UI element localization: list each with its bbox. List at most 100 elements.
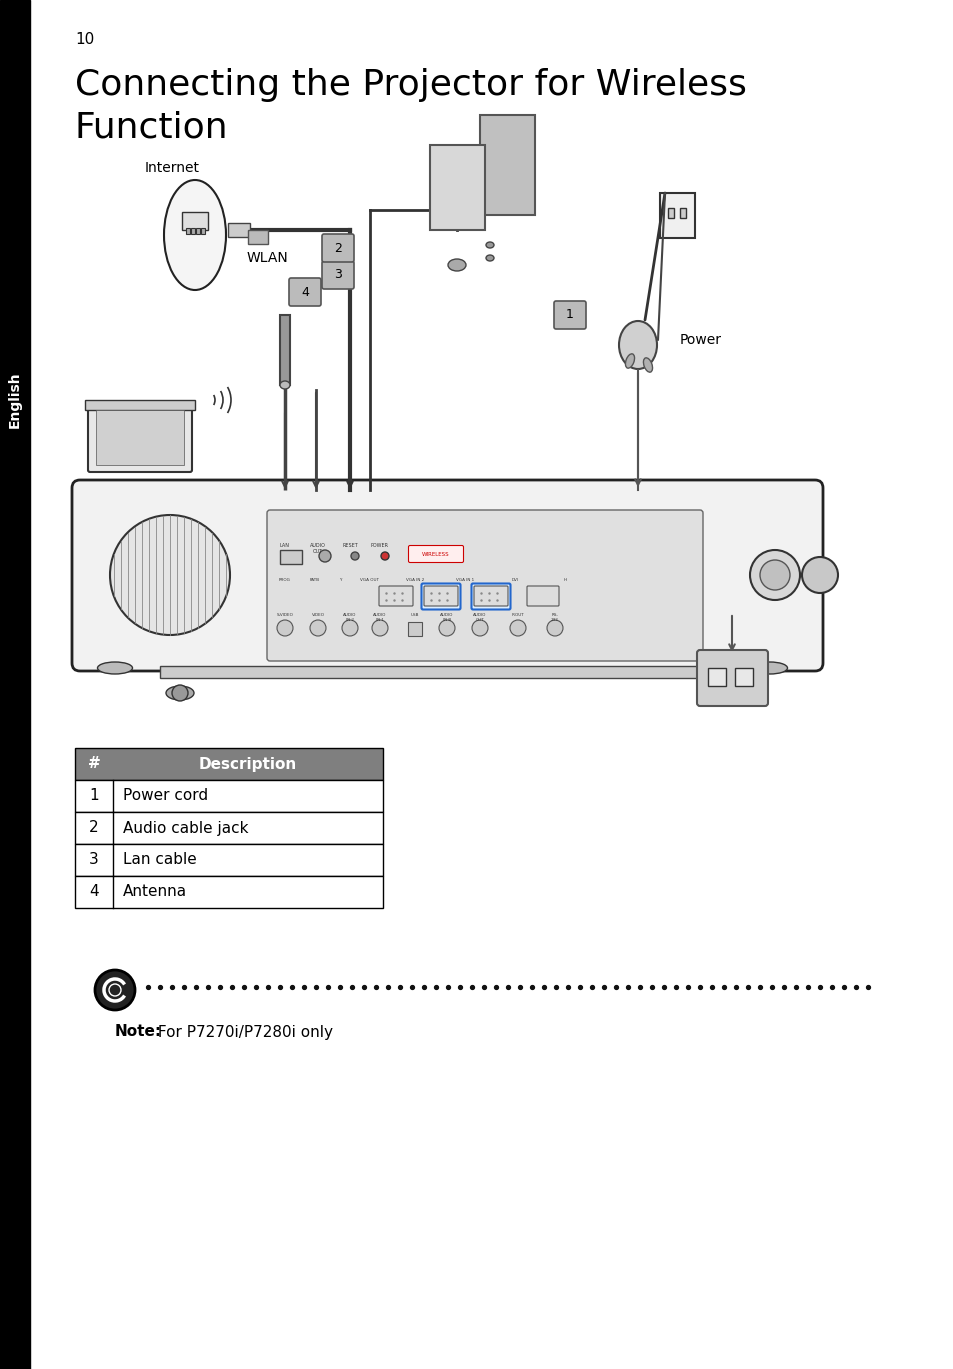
Circle shape	[749, 550, 800, 600]
Text: 4: 4	[301, 286, 309, 298]
Text: WIRELESS: WIRELESS	[422, 552, 450, 557]
FancyBboxPatch shape	[471, 583, 510, 609]
FancyBboxPatch shape	[697, 650, 767, 706]
Bar	[75, 876, 382, 908]
Bar	[85, 400, 194, 409]
Text: Internet: Internet	[145, 162, 200, 175]
Text: 2: 2	[334, 241, 341, 255]
Text: Speaker: Speaker	[428, 162, 485, 175]
Circle shape	[472, 620, 488, 637]
Circle shape	[109, 984, 121, 997]
Circle shape	[510, 620, 525, 637]
FancyBboxPatch shape	[378, 586, 413, 606]
Bar	[195, 229, 200, 234]
Text: POWER: POWER	[371, 543, 389, 548]
FancyBboxPatch shape	[267, 511, 702, 661]
Text: Function: Function	[75, 111, 229, 145]
Text: Power cord: Power cord	[123, 789, 208, 804]
Text: AUDIO
IN B: AUDIO IN B	[440, 613, 454, 622]
FancyBboxPatch shape	[474, 586, 507, 606]
Text: English: English	[8, 372, 22, 428]
Circle shape	[760, 560, 789, 590]
Text: VIDEO: VIDEO	[312, 613, 324, 617]
Text: Power: Power	[679, 333, 721, 346]
FancyBboxPatch shape	[289, 278, 320, 307]
Bar	[75, 780, 382, 812]
Text: For P7270i/P7280i only: For P7270i/P7280i only	[152, 1024, 333, 1039]
Bar	[734, 668, 752, 686]
Text: AUDIO
OUT: AUDIO OUT	[310, 543, 326, 554]
Bar	[479, 115, 535, 215]
Bar	[160, 665, 724, 678]
Ellipse shape	[448, 259, 465, 271]
Text: VGA IN 2: VGA IN 2	[405, 578, 424, 582]
FancyBboxPatch shape	[421, 583, 460, 609]
Bar	[707, 668, 725, 686]
Circle shape	[372, 620, 388, 637]
Circle shape	[801, 557, 837, 593]
Bar	[248, 230, 268, 244]
FancyBboxPatch shape	[71, 481, 822, 671]
Bar	[430, 145, 484, 230]
Text: S-VIDEO: S-VIDEO	[276, 613, 294, 617]
Ellipse shape	[752, 663, 786, 674]
Text: 10: 10	[75, 33, 94, 48]
Bar	[75, 812, 382, 845]
Bar	[75, 747, 382, 780]
Ellipse shape	[485, 242, 494, 248]
Circle shape	[110, 515, 230, 635]
Circle shape	[276, 620, 293, 637]
Text: AUDIO
OUT: AUDIO OUT	[473, 613, 486, 622]
Text: Antenna: Antenna	[123, 884, 187, 899]
Bar	[191, 229, 194, 234]
Circle shape	[438, 620, 455, 637]
Text: VGA OUT: VGA OUT	[360, 578, 379, 582]
Text: AUDIO
IN 1: AUDIO IN 1	[373, 613, 386, 622]
Circle shape	[380, 552, 389, 560]
Ellipse shape	[164, 179, 226, 290]
Text: IROUT: IROUT	[511, 613, 524, 617]
Text: VGA IN 1: VGA IN 1	[456, 578, 474, 582]
Text: PROG: PROG	[279, 578, 291, 582]
Text: 2: 2	[89, 820, 99, 835]
Text: LAN: LAN	[280, 543, 290, 548]
Text: Audio cable jack: Audio cable jack	[123, 820, 248, 835]
Text: PATB: PATB	[310, 578, 319, 582]
Bar	[679, 208, 685, 218]
Ellipse shape	[280, 381, 290, 389]
Circle shape	[351, 552, 358, 560]
Text: 3: 3	[89, 853, 99, 868]
FancyBboxPatch shape	[554, 301, 585, 329]
Text: Y: Y	[338, 578, 341, 582]
Text: 1: 1	[565, 308, 574, 322]
Bar	[408, 622, 421, 637]
Bar	[280, 550, 302, 564]
Circle shape	[546, 620, 562, 637]
Circle shape	[341, 620, 357, 637]
Bar	[228, 223, 250, 237]
Bar	[667, 208, 673, 218]
Circle shape	[95, 971, 135, 1010]
Text: DVI: DVI	[511, 578, 518, 582]
Ellipse shape	[625, 353, 634, 368]
Text: AUDIO
IN 2: AUDIO IN 2	[343, 613, 356, 622]
Text: WLAN: WLAN	[247, 251, 289, 266]
Text: H: H	[563, 578, 566, 582]
Bar	[201, 229, 205, 234]
Text: #: #	[88, 757, 100, 772]
Circle shape	[318, 550, 331, 563]
Circle shape	[172, 684, 188, 701]
Bar	[186, 229, 190, 234]
Bar	[280, 315, 290, 385]
FancyBboxPatch shape	[322, 234, 354, 261]
FancyBboxPatch shape	[88, 402, 192, 472]
Ellipse shape	[485, 255, 494, 261]
Text: 1: 1	[89, 789, 99, 804]
Ellipse shape	[97, 663, 132, 674]
Text: Connecting the Projector for Wireless: Connecting the Projector for Wireless	[75, 68, 746, 103]
Text: RESET: RESET	[342, 543, 357, 548]
Bar	[96, 409, 184, 465]
Ellipse shape	[166, 686, 193, 700]
Bar	[75, 845, 382, 876]
Ellipse shape	[618, 320, 657, 370]
